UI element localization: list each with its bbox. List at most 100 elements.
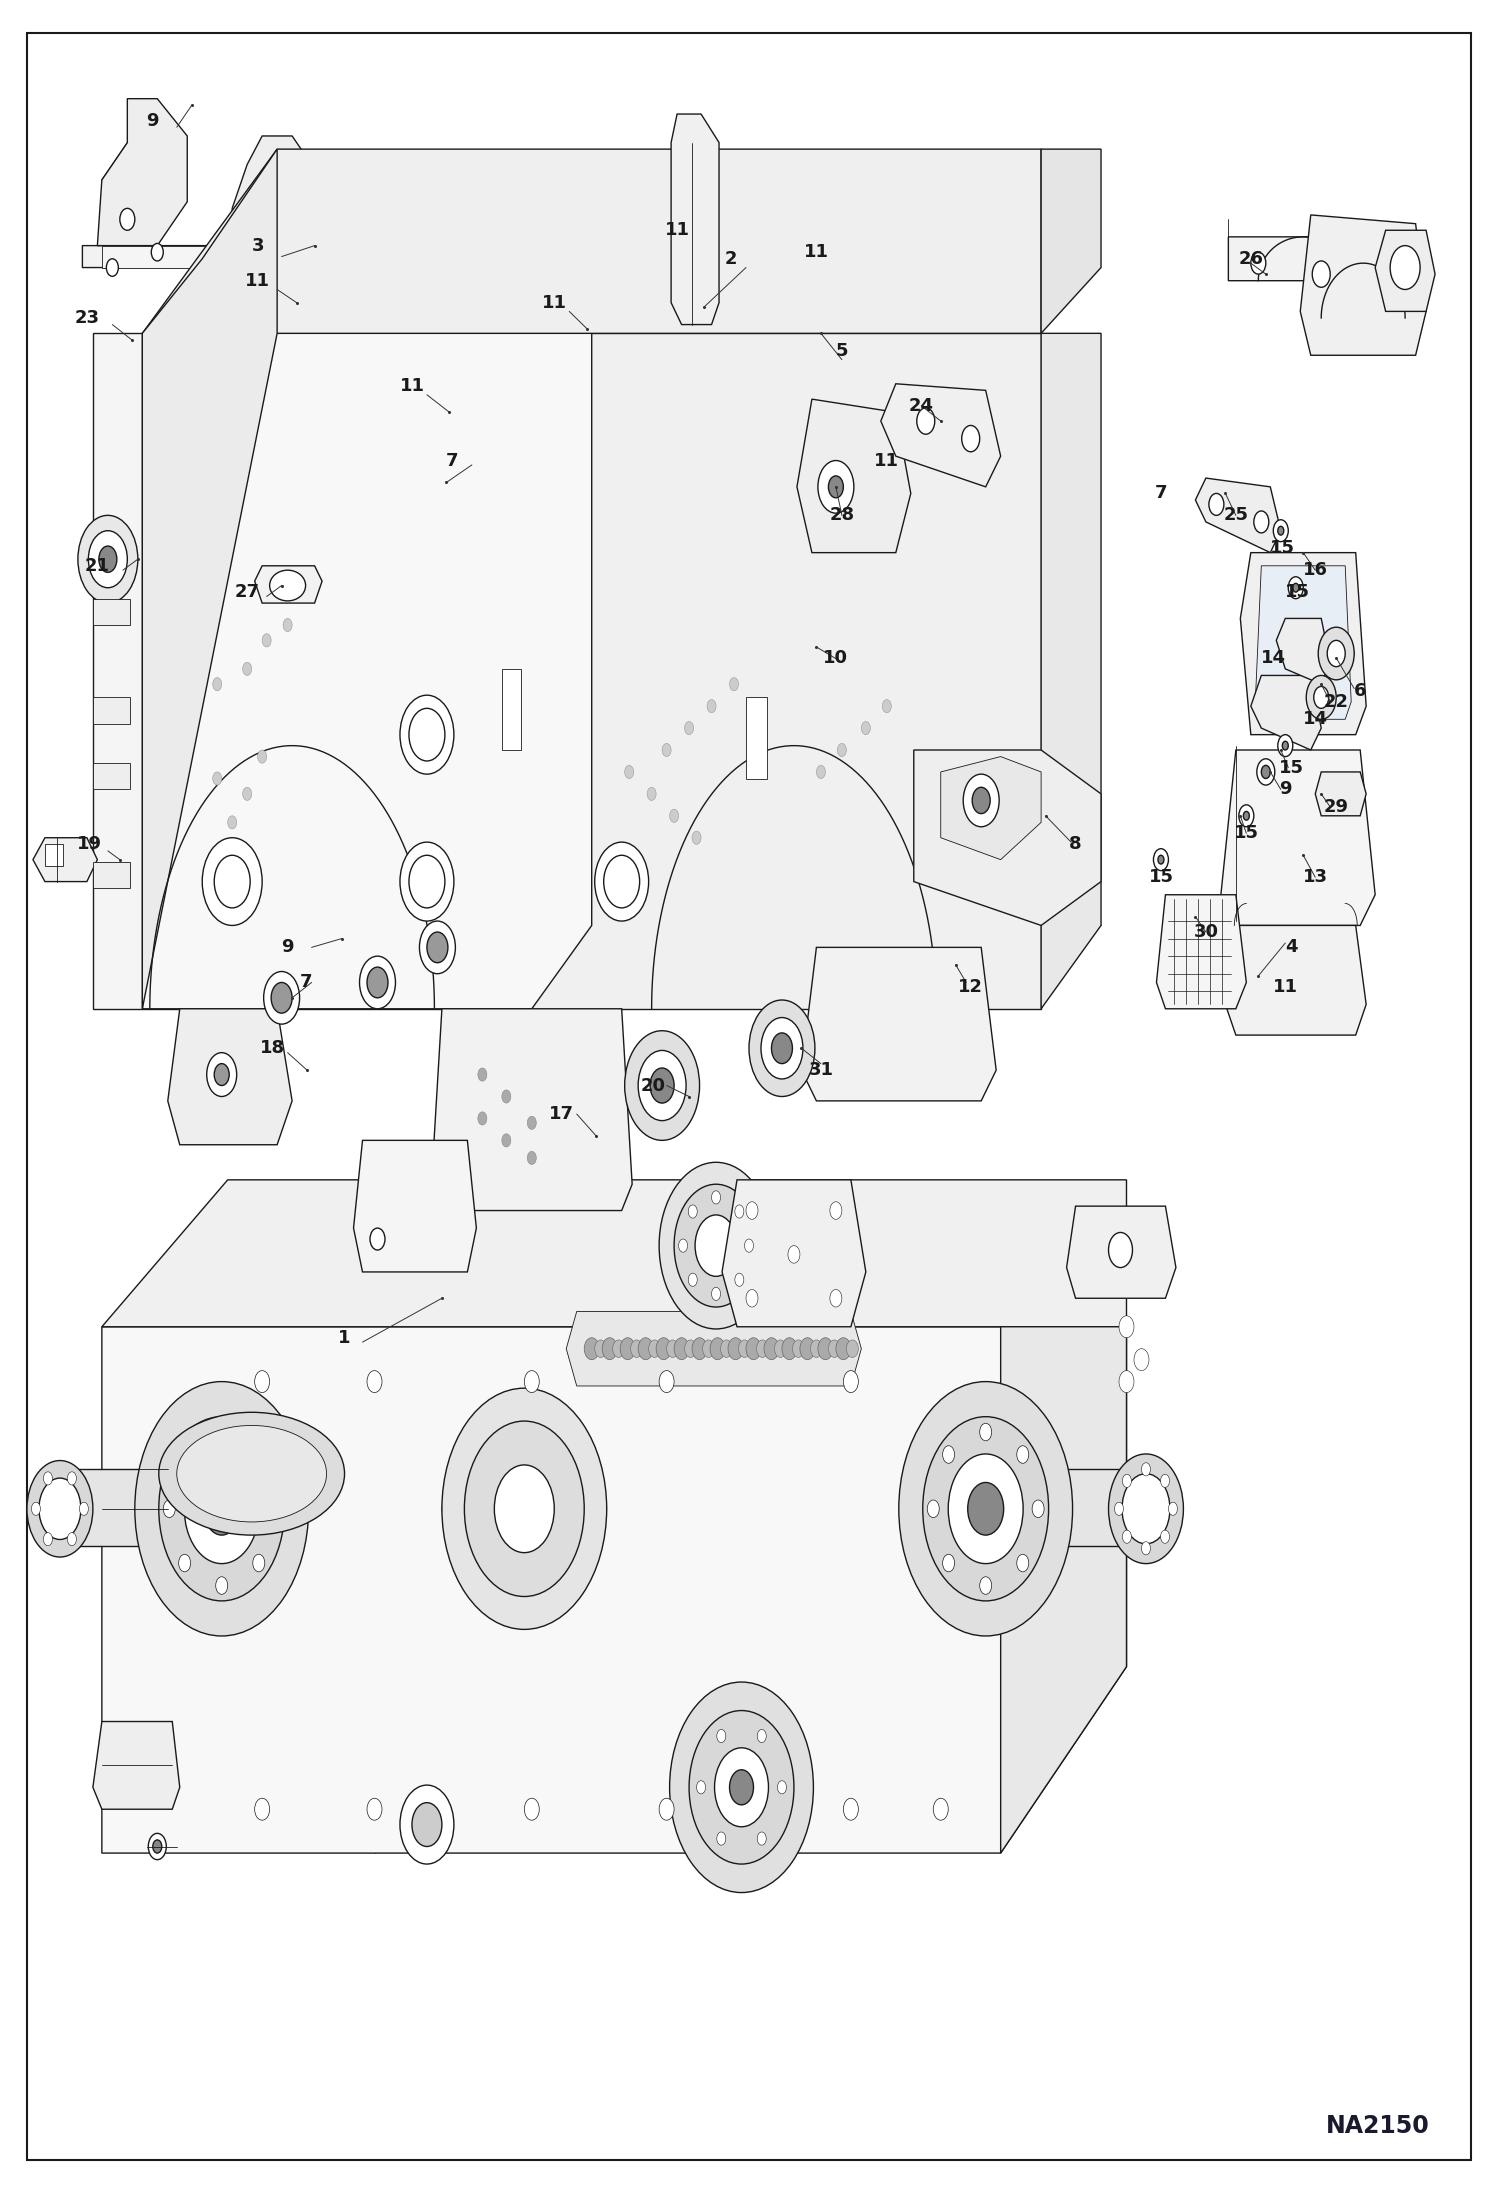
Circle shape xyxy=(659,1162,773,1329)
Circle shape xyxy=(620,1338,635,1360)
Circle shape xyxy=(151,243,163,261)
Circle shape xyxy=(1161,1474,1170,1487)
Polygon shape xyxy=(82,246,442,268)
Circle shape xyxy=(1282,741,1288,750)
Circle shape xyxy=(79,1502,88,1515)
Circle shape xyxy=(746,1202,758,1219)
Circle shape xyxy=(204,1482,240,1535)
Circle shape xyxy=(1254,511,1269,533)
Polygon shape xyxy=(532,333,1041,1009)
Polygon shape xyxy=(1001,1327,1126,1853)
Circle shape xyxy=(202,838,262,925)
Circle shape xyxy=(271,982,292,1013)
Text: 14: 14 xyxy=(1261,649,1285,667)
Circle shape xyxy=(400,1785,454,1864)
Circle shape xyxy=(262,634,271,647)
Text: 30: 30 xyxy=(1194,923,1218,941)
Polygon shape xyxy=(1276,618,1330,684)
Circle shape xyxy=(703,1340,715,1357)
Polygon shape xyxy=(1300,215,1426,355)
Polygon shape xyxy=(33,838,97,882)
Circle shape xyxy=(659,1798,674,1820)
Polygon shape xyxy=(801,947,996,1101)
Circle shape xyxy=(942,1555,954,1572)
Polygon shape xyxy=(1255,566,1351,719)
Circle shape xyxy=(1168,1502,1177,1515)
Polygon shape xyxy=(142,149,1041,333)
Circle shape xyxy=(584,1338,599,1360)
Circle shape xyxy=(148,1833,166,1860)
Circle shape xyxy=(228,816,237,829)
Circle shape xyxy=(253,1555,265,1572)
Ellipse shape xyxy=(442,1469,607,1548)
Text: 13: 13 xyxy=(1303,868,1327,886)
Circle shape xyxy=(810,1340,822,1357)
Circle shape xyxy=(688,1204,697,1217)
Circle shape xyxy=(685,1340,697,1357)
Text: 14: 14 xyxy=(1303,711,1327,728)
Polygon shape xyxy=(1228,237,1393,281)
Circle shape xyxy=(255,1371,270,1393)
Circle shape xyxy=(721,1340,733,1357)
Circle shape xyxy=(777,1781,786,1794)
Circle shape xyxy=(159,1417,285,1601)
Polygon shape xyxy=(1067,1206,1176,1298)
Circle shape xyxy=(942,794,951,807)
Circle shape xyxy=(264,971,300,1024)
Text: 15: 15 xyxy=(1270,539,1294,557)
Circle shape xyxy=(595,1340,607,1357)
Circle shape xyxy=(962,809,971,822)
Circle shape xyxy=(882,700,891,713)
Circle shape xyxy=(1312,261,1330,287)
Text: 22: 22 xyxy=(1324,693,1348,711)
Polygon shape xyxy=(566,1311,861,1386)
Circle shape xyxy=(178,1445,190,1463)
Text: 11: 11 xyxy=(400,377,424,395)
Text: 3: 3 xyxy=(252,237,264,254)
Polygon shape xyxy=(1041,149,1101,333)
Circle shape xyxy=(656,1338,671,1360)
Polygon shape xyxy=(354,1140,476,1272)
Circle shape xyxy=(1314,686,1329,708)
Text: 7: 7 xyxy=(300,974,312,991)
Circle shape xyxy=(1122,1474,1131,1487)
Circle shape xyxy=(1017,1445,1029,1463)
Polygon shape xyxy=(93,763,130,789)
Circle shape xyxy=(679,1239,688,1252)
Circle shape xyxy=(427,932,448,963)
Circle shape xyxy=(728,1338,743,1360)
Circle shape xyxy=(367,967,388,998)
Polygon shape xyxy=(722,1180,866,1327)
Circle shape xyxy=(1396,261,1414,287)
Polygon shape xyxy=(671,114,719,325)
Circle shape xyxy=(685,721,694,735)
Polygon shape xyxy=(881,384,1001,487)
Circle shape xyxy=(286,243,298,261)
Circle shape xyxy=(67,1533,76,1546)
Circle shape xyxy=(1306,675,1336,719)
Text: 4: 4 xyxy=(1285,939,1297,956)
Polygon shape xyxy=(232,136,337,268)
Circle shape xyxy=(400,695,454,774)
Circle shape xyxy=(1288,577,1303,599)
Circle shape xyxy=(524,1371,539,1393)
Circle shape xyxy=(756,1831,765,1844)
Polygon shape xyxy=(1251,675,1321,750)
Circle shape xyxy=(213,678,222,691)
Text: 19: 19 xyxy=(78,836,102,853)
Circle shape xyxy=(39,1478,81,1539)
Circle shape xyxy=(674,1338,689,1360)
Circle shape xyxy=(478,1068,487,1081)
Polygon shape xyxy=(746,697,767,779)
Circle shape xyxy=(968,1482,1004,1535)
Circle shape xyxy=(351,276,363,294)
Circle shape xyxy=(774,1340,786,1357)
Circle shape xyxy=(1158,855,1164,864)
Circle shape xyxy=(746,1289,758,1307)
Circle shape xyxy=(710,1338,725,1360)
Polygon shape xyxy=(93,862,130,888)
Circle shape xyxy=(268,1500,280,1518)
Circle shape xyxy=(712,1191,721,1204)
Circle shape xyxy=(409,708,445,761)
Circle shape xyxy=(736,1274,745,1287)
